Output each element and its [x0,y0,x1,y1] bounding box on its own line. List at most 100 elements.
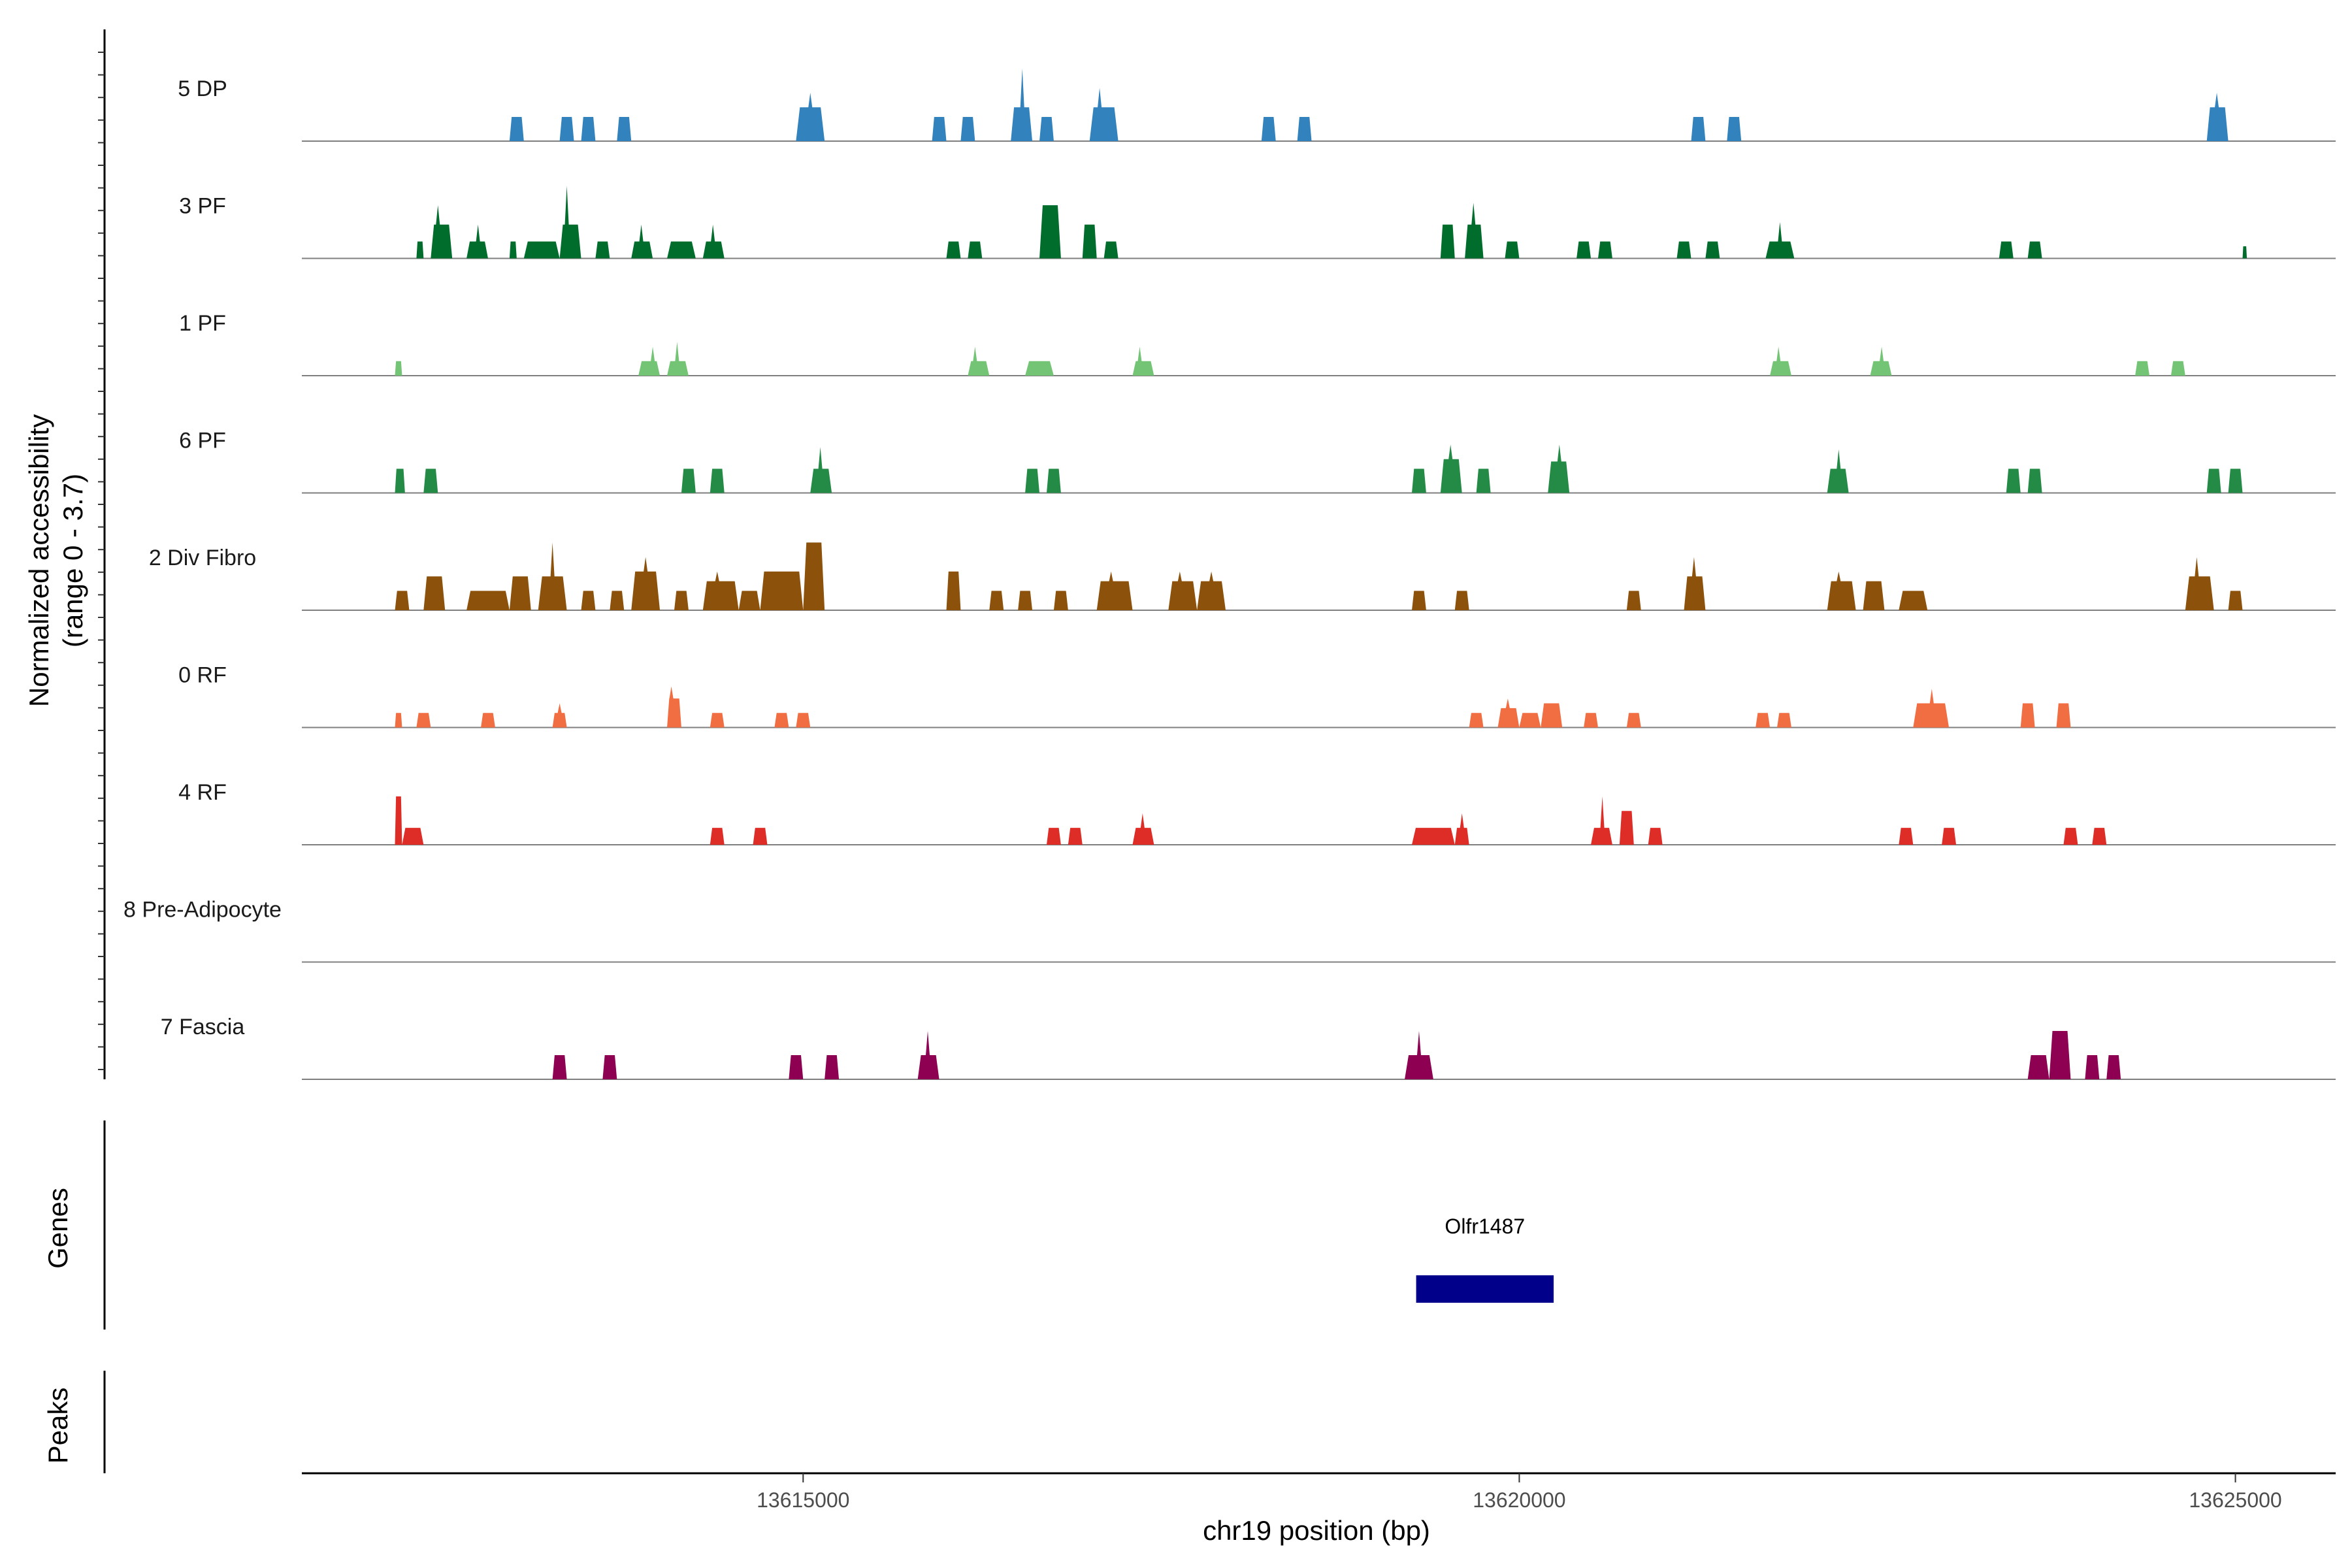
coverage-peak [2020,703,2035,728]
coverage-peak [1863,581,1885,610]
coverage-peak [395,468,405,493]
coverage-peak [1039,205,1061,259]
coverage-peak [1684,557,1706,610]
coverage-peak [1469,713,1484,728]
coverage-peak [1411,591,1426,610]
x-axis: chr19 position (bp) 13615000 13620000 1362… [302,1472,2336,1546]
track-1-pf: 1 PF [179,311,2336,376]
coverage-peak [1519,713,1541,728]
coverage-peak [674,591,689,610]
coverage-peak [402,828,424,845]
coverage-peak [638,346,661,376]
coverage-peak [932,117,947,141]
coverage-peak [2206,93,2229,141]
coverage-peak [710,828,725,845]
coverage-peak [989,591,1004,610]
coverage-peak [803,542,825,610]
coverage-peak [1999,241,2014,259]
coverage-peak [702,571,739,610]
coverage-peak [2056,703,2071,728]
y-axis-title-line-1: Normalized accessibility [24,414,54,707]
coverage-peak [1827,449,1849,493]
coverage-peak [1297,117,1312,141]
coverage-peak [738,591,760,610]
coverage-peak [2027,241,2042,259]
coverage-peak [1046,468,1061,493]
coverage-peak [1584,713,1598,728]
coverage-peak [395,361,402,376]
gene-label: Olfr1487 [1445,1215,1525,1238]
coverage-tracks: 5 DP 3 PF 1 PF 6 PF 2 Div Fibro 0 RF 4 RF 8 Pre… [98,29,2336,1080]
track-label: 2 Div Fibro [149,546,256,570]
coverage-peak [1454,813,1469,845]
coverage-peak [946,571,961,610]
coverage-peak [595,241,610,259]
x-tick-label: 13620000 [1473,1488,1565,1512]
peaks-track-label: Peaks [42,1388,73,1464]
coverage-peak [1096,571,1133,610]
coverage-peak [431,205,453,259]
coverage-peak [1011,69,1033,141]
coverage-peak [710,468,725,493]
coverage-peak [509,117,524,141]
coverage-peak [610,591,625,610]
coverage-peak [602,1055,617,1079]
coverage-peak [559,117,574,141]
coverage-peak [1039,117,1054,141]
coverage-peak [416,713,431,728]
coverage-peak [466,591,510,610]
coverage-peak [1405,1031,1433,1079]
track-label: 7 Fascia [161,1015,245,1039]
track-label: 0 RF [178,663,227,688]
coverage-peak [1168,571,1198,610]
coverage-peak [760,571,804,610]
track-label: 4 RF [178,780,227,805]
coverage-peak [789,1055,804,1079]
coverage-peak [2063,828,2078,845]
coverage-peak [1465,203,1484,259]
coverage-peak [2049,1031,2071,1079]
coverage-peak [1025,361,1054,376]
track-3-pf: 3 PF [179,186,2336,259]
coverage-peak [1727,117,1742,141]
coverage-peak [1505,241,1520,259]
coverage-peak [1913,689,1950,728]
coverage-peak [2092,828,2107,845]
coverage-peak [1576,241,1592,259]
coverage-peak [1454,591,1469,610]
coverage-peak [681,468,696,493]
genes-panel: Genes Olfr1487 [42,1120,1554,1330]
track-8-pre-adipocyte: 8 Pre-Adipocyte [123,898,2336,963]
coverage-peak [2106,1055,2121,1079]
coverage-peak [509,241,517,259]
coverage-peak [917,1031,939,1079]
coverage-peak [825,1055,840,1079]
coverage-peak [1411,828,1455,845]
coverage-peak [1132,346,1154,376]
coverage-peak [968,346,990,376]
track-7-fascia: 7 Fascia [161,1015,2336,1080]
coverage-peak [2206,468,2221,493]
coverage-peak [481,713,495,728]
coverage-peak [423,576,446,610]
coverage-peak [1648,828,1663,845]
y-axis-title-line-2: (range 0 - 3.7) [57,474,88,647]
coverage-peak [1770,346,1791,376]
coverage-peak [960,117,975,141]
coverage-peak [1440,224,1455,259]
coverage-peak [2085,1055,2100,1079]
coverage-peak [2135,361,2150,376]
coverage-peak [667,241,696,259]
coverage-peak [710,713,725,728]
coverage-peak [395,591,410,610]
coverage-peak [1777,713,1791,728]
coverage-peak [617,117,632,141]
coverage-peak [753,828,768,845]
coverage-peak [1261,117,1276,141]
coverage-peak [1132,813,1154,845]
coverage-peak [810,447,832,493]
coverage-peak [1548,444,1570,493]
x-tick-label: 13625000 [2189,1488,2281,1512]
coverage-peak [667,342,689,376]
track-2-div-fibro: 2 Div Fibro [149,542,2336,611]
